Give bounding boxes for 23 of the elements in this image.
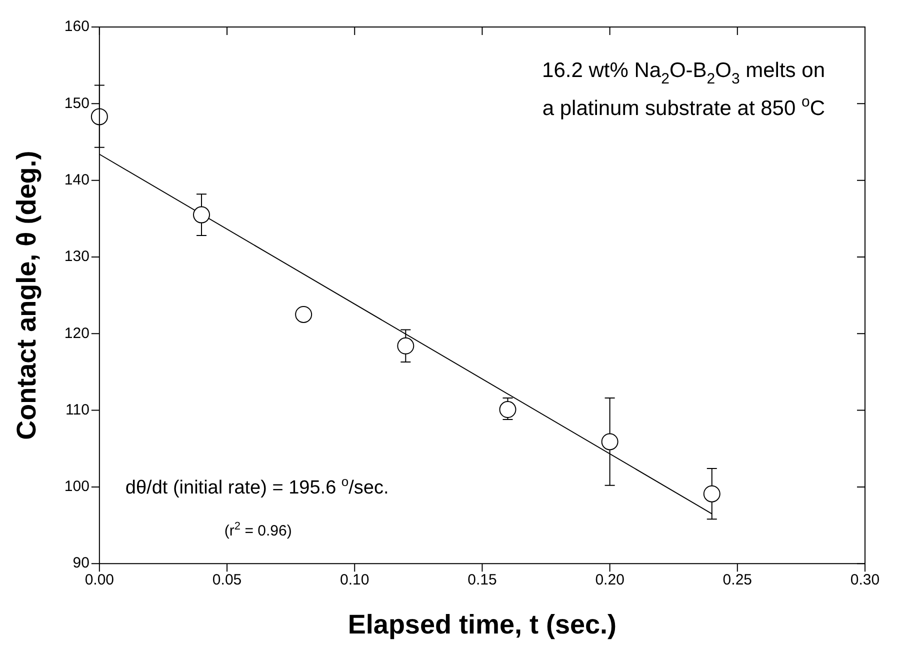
y-tick-label: 150 [64, 94, 90, 112]
point [295, 306, 312, 323]
point [397, 337, 414, 354]
x-axis-title: Elapsed time, t (sec.) [348, 609, 617, 640]
point [499, 401, 516, 418]
x-tick-label: 0.20 [595, 572, 624, 589]
y-tick-label: 100 [64, 478, 90, 496]
x-tick-label: 0.30 [850, 572, 880, 589]
x-tick-label: 0.00 [84, 572, 114, 589]
y-tick-label: 110 [66, 401, 90, 418]
y-tick-label: 130 [64, 248, 90, 266]
x-tick-label: 0.25 [722, 572, 752, 589]
point [703, 485, 720, 502]
x-tick-label: 0.10 [340, 572, 370, 589]
x-tick-label: 0.15 [468, 572, 497, 589]
y-axis-title: Contact angle, θ (deg.) [12, 150, 42, 440]
y-tick-label: 140 [64, 171, 90, 188]
x-tick-label: 0.05 [212, 572, 242, 589]
y-tick-label: 90 [72, 554, 90, 572]
y-tick-label: 120 [64, 324, 90, 342]
y-tick-label: 160 [64, 18, 90, 36]
point [193, 206, 210, 224]
point [601, 433, 618, 450]
